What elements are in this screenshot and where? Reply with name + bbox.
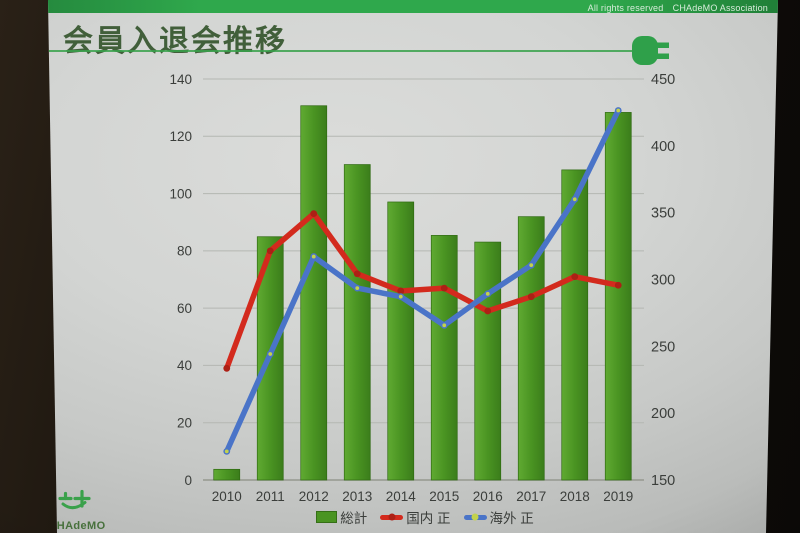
legend-label-total: 総計 [340, 511, 368, 526]
svg-text:2010: 2010 [212, 489, 242, 504]
svg-text:200: 200 [651, 406, 675, 422]
red-marker-icon [388, 513, 396, 521]
svg-text:150: 150 [651, 473, 675, 489]
svg-text:2015: 2015 [429, 489, 459, 504]
legend-label-overseas: 海外 正 [489, 511, 534, 526]
page-title: 会員入退会推移 [63, 25, 287, 58]
svg-text:40: 40 [177, 358, 192, 373]
svg-text:2016: 2016 [473, 489, 503, 504]
svg-text:2011: 2011 [256, 489, 285, 504]
svg-text:100: 100 [169, 186, 192, 201]
legend-swatch-total [316, 511, 338, 523]
svg-text:20: 20 [177, 416, 192, 431]
legend-item-overseas: 海外 正 [463, 507, 534, 527]
svg-text:0: 0 [184, 473, 192, 488]
svg-text:2012: 2012 [299, 489, 329, 504]
title-underline [48, 50, 634, 52]
svg-text:300: 300 [651, 273, 675, 289]
svg-text:2018: 2018 [560, 489, 590, 504]
legend-label-domestic: 国内 正 [406, 511, 451, 526]
copyright-text: All rights reserved CHAdeMO Association [587, 3, 768, 13]
svg-text:60: 60 [177, 301, 192, 316]
svg-text:140: 140 [169, 72, 192, 87]
blue-marker-icon [471, 513, 479, 521]
svg-text:2019: 2019 [603, 489, 633, 504]
svg-text:400: 400 [651, 139, 675, 155]
legend-swatch-overseas [463, 513, 487, 521]
legend-item-domestic: 国内 正 [380, 507, 451, 527]
chart-legend: 総計 国内 正 海外 正 [300, 507, 550, 527]
svg-text:2013: 2013 [342, 489, 372, 504]
chademo-logo-text: CHAdeMO [48, 520, 106, 532]
chademo-logo-icon [58, 489, 91, 510]
svg-text:2014: 2014 [386, 489, 417, 504]
svg-text:450: 450 [651, 72, 675, 88]
plug-icon [632, 36, 669, 65]
svg-text:80: 80 [177, 244, 192, 259]
svg-text:2017: 2017 [516, 489, 546, 504]
slide-top-bar: All rights reserved CHAdeMO Association [48, 0, 778, 13]
chademo-logo: CHAdeMO [48, 489, 110, 532]
legend-item-total: 総計 [316, 507, 367, 527]
svg-text:120: 120 [169, 129, 192, 144]
svg-text:350: 350 [651, 206, 675, 222]
legend-swatch-domestic [380, 513, 404, 521]
svg-text:250: 250 [651, 339, 675, 355]
